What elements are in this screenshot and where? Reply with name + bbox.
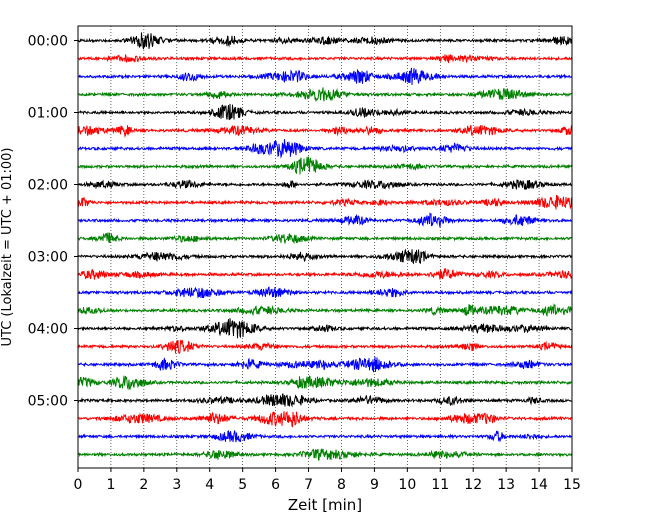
x-tick-label: 8 xyxy=(337,477,346,493)
trace-line xyxy=(77,87,573,102)
trace-line xyxy=(77,303,573,318)
trace-line xyxy=(77,410,573,428)
y-tick-label: 05:00 xyxy=(28,394,68,410)
trace-line xyxy=(77,32,573,50)
x-tick-label: 1 xyxy=(106,477,115,493)
y-tick-label: 04:00 xyxy=(28,322,68,338)
x-tick-label: 10 xyxy=(398,477,416,493)
seismic-traces xyxy=(77,32,573,461)
x-tick-label: 11 xyxy=(431,477,449,493)
trace-line xyxy=(77,248,573,265)
x-axis-ticks: 0 1 2 3 4 5 6 7 8 9 10 11 12 13 14 15 xyxy=(74,468,581,493)
trace-line xyxy=(77,124,573,138)
x-tick-label: 3 xyxy=(172,477,181,493)
x-tick-label: 5 xyxy=(238,477,247,493)
x-tick-label: 13 xyxy=(497,477,515,493)
x-axis-label: Zeit [min] xyxy=(288,496,362,514)
trace-line xyxy=(77,156,573,175)
x-tick-label: 14 xyxy=(530,477,548,493)
trace-line xyxy=(77,448,573,461)
x-tick-label: 0 xyxy=(74,477,83,493)
trace-line xyxy=(77,232,573,245)
trace-line xyxy=(77,375,573,391)
x-tick-label: 4 xyxy=(205,477,214,493)
trace-line xyxy=(77,179,573,191)
y-axis-label: UTC (Lokalzeit = UTC + 01:00) xyxy=(0,148,15,347)
trace-line xyxy=(77,429,573,443)
trace-line xyxy=(77,286,573,299)
y-tick-label: 01:00 xyxy=(28,106,68,122)
trace-line xyxy=(77,139,573,159)
x-tick-label: 15 xyxy=(563,477,581,493)
x-tick-label: 9 xyxy=(370,477,379,493)
x-tick-label: 7 xyxy=(304,477,313,493)
trace-line xyxy=(77,103,573,121)
trace-line xyxy=(77,356,573,373)
y-tick-label: 00:00 xyxy=(28,34,68,50)
trace-line xyxy=(77,268,573,280)
trace-line xyxy=(77,67,573,86)
trace-line xyxy=(77,212,573,228)
plot-frame xyxy=(77,25,573,469)
x-tick-label: 12 xyxy=(464,477,482,493)
trace-line xyxy=(77,318,573,339)
x-tick-label: 6 xyxy=(271,477,280,493)
trace-line xyxy=(77,53,573,64)
trace-line xyxy=(77,194,573,210)
y-tick-label: 02:00 xyxy=(28,178,68,194)
y-tick-label: 03:00 xyxy=(28,250,68,266)
x-tick-label: 2 xyxy=(139,477,148,493)
y-axis-ticks: 00:00 01:00 02:00 03:00 04:00 05:00 xyxy=(28,34,78,410)
trace-line xyxy=(77,393,573,408)
trace-line xyxy=(77,339,573,354)
